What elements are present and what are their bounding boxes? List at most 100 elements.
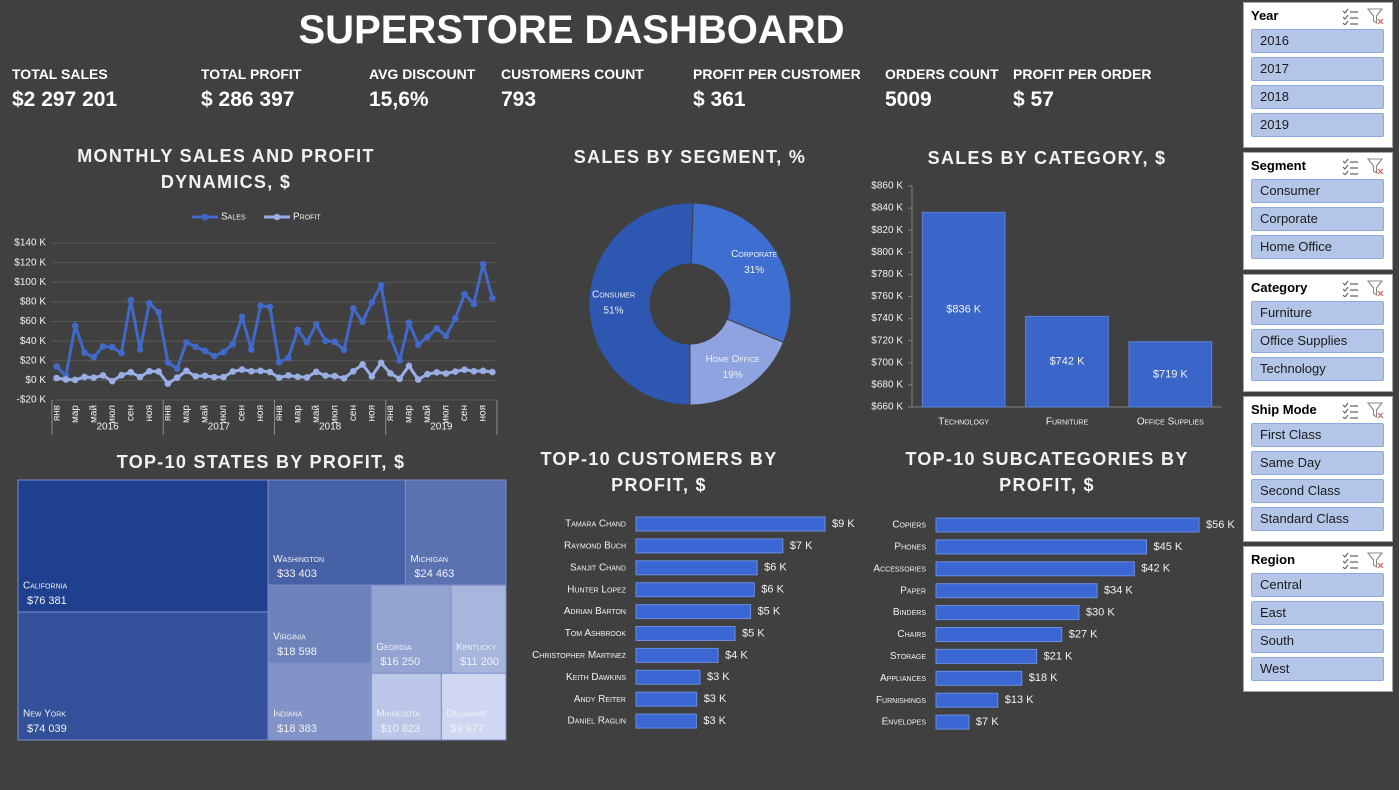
bar (935, 714, 970, 730)
series-marker (71, 322, 79, 330)
donut-slice (690, 202, 792, 343)
series-marker (238, 313, 246, 321)
treemap-cell (370, 672, 442, 741)
bar (935, 627, 1063, 642)
slicer-button[interactable]: 2018 (1251, 85, 1384, 109)
slicer-button[interactable]: Same Day (1251, 451, 1384, 475)
slicer-button[interactable]: Corporate (1251, 207, 1384, 231)
series-marker (53, 363, 60, 370)
slicer-title: Segment (1251, 158, 1306, 173)
y-tick-label: Storage (890, 651, 926, 662)
bar-value-label: $6 K (764, 562, 787, 574)
slicer-button[interactable]: Central (1251, 573, 1384, 597)
x-tick-label: ноя (144, 405, 155, 422)
x-tick-label: янв (274, 405, 285, 421)
bar (635, 582, 755, 598)
series-marker (210, 373, 218, 381)
slicer-button[interactable]: South (1251, 629, 1384, 653)
series-marker (470, 367, 478, 375)
y-tick-label: $780 K (871, 269, 903, 280)
slicer-button[interactable]: 2017 (1251, 57, 1384, 81)
cell-label: Georgia (376, 642, 411, 653)
series-marker (238, 366, 246, 373)
series-marker (433, 369, 441, 376)
slicer-button[interactable]: Office Supplies (1251, 329, 1384, 353)
slicer-button[interactable]: 2019 (1251, 113, 1384, 137)
series-marker (229, 368, 237, 375)
multi-select-icon[interactable] (1342, 402, 1358, 419)
charts: -$20 K $0 K $20 K $40 K $60 K $80 K $100 K $120… (14, 181, 1235, 741)
cell-label: Indiana (273, 709, 303, 720)
series-marker (350, 367, 357, 375)
x-tick-label: сен (348, 405, 359, 421)
multi-select-icon[interactable] (1342, 8, 1358, 25)
series-marker (322, 337, 329, 345)
slicer-button[interactable]: Consumer (1251, 179, 1384, 203)
clear-filter-icon[interactable] (1366, 552, 1384, 569)
slicer-button[interactable]: Furniture (1251, 301, 1384, 325)
clear-filter-icon[interactable] (1366, 280, 1384, 297)
series-marker (405, 362, 413, 370)
multi-select-icon[interactable] (1342, 280, 1358, 297)
clear-filter-icon[interactable] (1366, 402, 1384, 419)
series-marker (396, 375, 403, 383)
y-tick-label: Appliances (880, 673, 926, 684)
series-marker (442, 332, 450, 340)
bar (635, 713, 697, 729)
slicer-button[interactable]: Home Office (1251, 235, 1384, 259)
series-line (55, 262, 494, 378)
slicer-button[interactable]: Second Class (1251, 479, 1384, 503)
x-tick-label: май (311, 405, 322, 423)
slicer-button[interactable]: Standard Class (1251, 507, 1384, 531)
x-group-label: 2019 (430, 422, 453, 433)
bar (935, 670, 1023, 686)
series-marker (248, 367, 255, 375)
bar (935, 561, 1135, 577)
kpi-label: PROFIT PER CUSTOMER (693, 66, 861, 82)
series-marker (359, 318, 366, 326)
slicer-button[interactable]: West (1251, 657, 1384, 681)
series-marker (81, 349, 88, 356)
slicer-title: Year (1251, 8, 1279, 23)
bar-value-label: $742 K (1050, 356, 1086, 368)
x-tick-label: ноя (255, 405, 266, 422)
kpi-label: PROFIT PER ORDER (1013, 66, 1152, 82)
series-marker (312, 368, 320, 376)
clear-filter-icon[interactable] (1366, 8, 1384, 25)
x-tick-label: мар (404, 405, 415, 423)
series-marker (90, 374, 98, 382)
slicer-button[interactable]: East (1251, 601, 1384, 625)
y-tick-label: $800 K (871, 247, 903, 258)
clear-filter-icon[interactable] (1366, 158, 1384, 175)
slicer-button[interactable]: 2016 (1251, 29, 1384, 53)
kpi-value: $ 57 (1013, 88, 1054, 111)
series-marker (424, 333, 431, 341)
series-marker (173, 374, 181, 381)
x-tick-label: янв (385, 405, 396, 421)
cell-label: Michigan (410, 554, 448, 565)
multi-select-icon[interactable] (1342, 552, 1358, 569)
series-marker (340, 375, 348, 382)
series-marker (220, 373, 227, 381)
slicer-button[interactable]: Technology (1251, 357, 1384, 381)
series-marker (294, 326, 301, 333)
slicer-header: Segment (1244, 153, 1392, 179)
legend-label: Profit (293, 212, 321, 223)
series-marker (377, 359, 385, 367)
bar-value-label: $13 K (1005, 694, 1034, 706)
series-marker (210, 352, 218, 360)
kpi-label: TOTAL SALES (12, 66, 108, 82)
series-marker (442, 370, 450, 377)
series-marker (155, 308, 162, 316)
cell-value: $9 977 (450, 723, 484, 735)
bar (935, 692, 999, 708)
series-marker (53, 374, 60, 382)
kpi-value: 793 (501, 88, 537, 111)
cell-value: $33 403 (277, 568, 317, 580)
series-marker (99, 372, 107, 379)
y-tick-label: Tamara Chand (565, 519, 626, 530)
multi-select-icon[interactable] (1342, 158, 1358, 175)
slicer-button[interactable]: First Class (1251, 423, 1384, 447)
bar-value-label: $30 K (1086, 607, 1115, 619)
